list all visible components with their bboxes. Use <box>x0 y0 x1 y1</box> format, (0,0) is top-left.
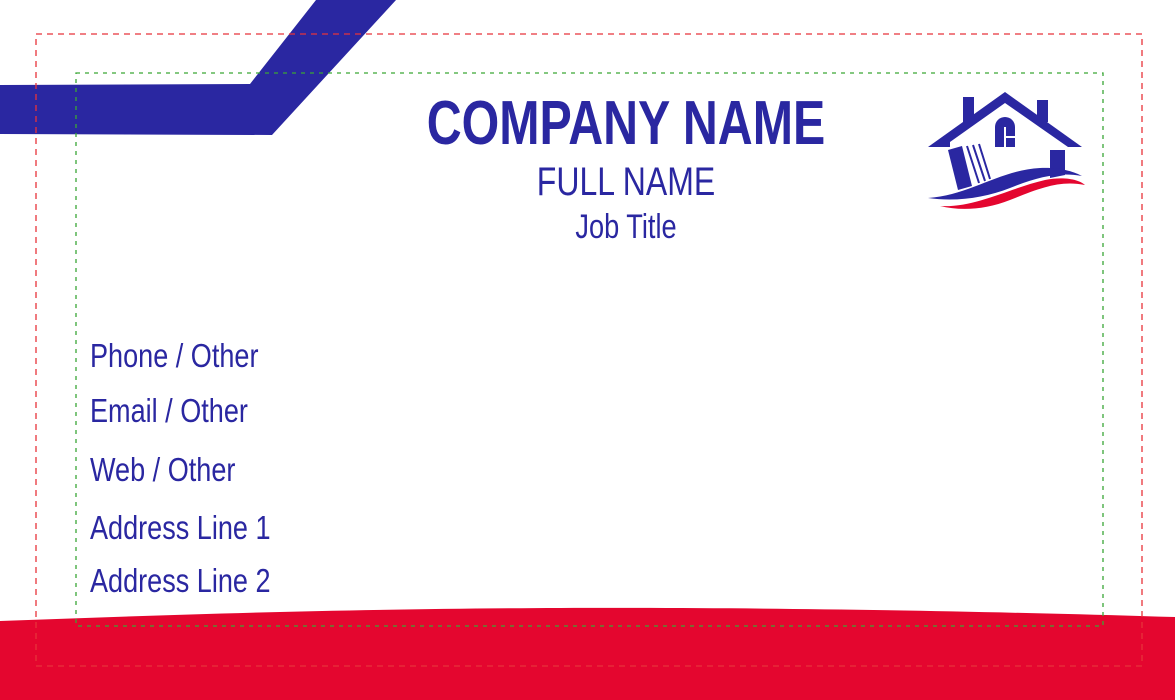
safe-area-guide <box>75 72 1104 627</box>
house-logo-icon <box>928 92 1085 209</box>
full-name: FULL NAME <box>536 160 716 204</box>
top-left-stripe <box>0 0 396 135</box>
web-line: Web / Other <box>90 451 236 488</box>
address-line-1: Address Line 1 <box>90 509 271 546</box>
company-name: COMPANY NAME <box>426 89 826 158</box>
job-title: Job Title <box>575 208 677 246</box>
phone-line: Phone / Other <box>90 337 259 374</box>
address-line-2: Address Line 2 <box>90 562 271 599</box>
bottom-red-wave <box>0 607 1175 700</box>
bleed-guide <box>35 33 1143 667</box>
email-line: Email / Other <box>90 392 248 429</box>
